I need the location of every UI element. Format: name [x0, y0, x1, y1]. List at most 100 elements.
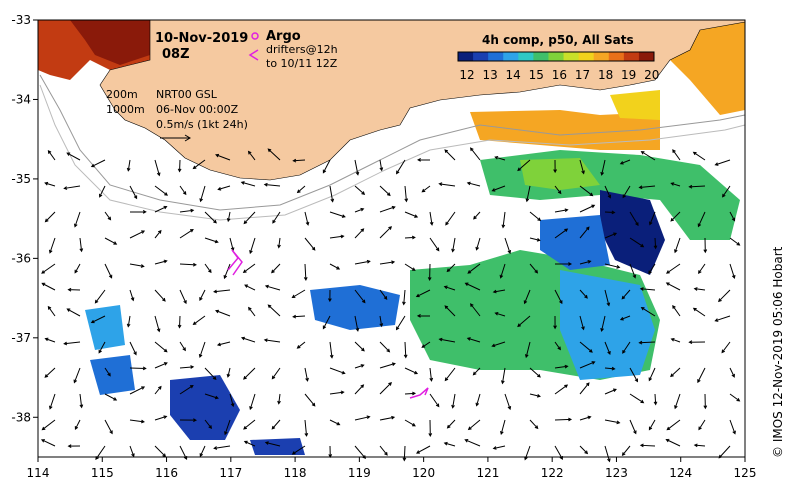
current-arrow	[444, 305, 456, 317]
current-arrow	[665, 438, 681, 447]
current-arrow	[554, 364, 569, 369]
colorbar-labels: 12 13 14 15 16 17 18 19 20	[459, 68, 659, 82]
current-arrow	[329, 341, 334, 359]
current-arrow	[421, 185, 431, 193]
current-arrow	[697, 211, 706, 228]
current-arrow	[600, 159, 606, 176]
current-arrow	[729, 263, 736, 279]
current-arrow	[242, 263, 256, 273]
sst-patch-sw-blue	[170, 375, 240, 440]
x-tick-label: 122	[541, 466, 564, 480]
current-arrow	[277, 393, 281, 405]
current-arrow	[379, 382, 392, 395]
current-arrow	[41, 263, 56, 274]
current-arrow	[417, 158, 431, 162]
current-arrow	[729, 419, 736, 435]
current-arrow	[472, 367, 481, 376]
current-arrow	[264, 284, 281, 291]
argo-label: Argo	[266, 29, 301, 44]
y-tick-label: -36	[11, 251, 31, 265]
current-arrow	[129, 366, 147, 371]
current-arrow	[629, 367, 638, 383]
current-arrow	[629, 263, 637, 279]
current-arrow	[629, 237, 645, 248]
current-arrow	[670, 338, 681, 343]
x-tick-label: 121	[476, 466, 499, 480]
sst-patch-eddy-blue	[560, 270, 655, 380]
colorbar-swatch	[578, 52, 595, 61]
current-arrow	[177, 315, 182, 329]
current-arrow	[204, 211, 217, 224]
current-arrow	[271, 263, 281, 274]
current-arrow	[554, 262, 573, 266]
current-arrow	[494, 311, 506, 317]
drifters-to-label: to 10/11 12Z	[266, 57, 338, 70]
current-arrow	[703, 393, 708, 410]
current-arrow	[354, 415, 371, 421]
y-tick-label: -33	[11, 13, 31, 27]
current-arrow	[554, 289, 563, 305]
colorbar-swatch	[503, 52, 519, 61]
y-tick-label: -34	[11, 92, 31, 106]
current-arrow	[379, 445, 388, 456]
current-arrow	[499, 263, 506, 279]
current-arrow	[653, 393, 658, 406]
current-arrow	[204, 393, 219, 400]
current-arrow	[179, 418, 197, 423]
current-arrow	[464, 439, 481, 447]
current-arrow	[524, 341, 531, 359]
x-tick-label: 115	[91, 466, 114, 480]
current-arrow	[443, 285, 456, 291]
x-tick-label: 125	[734, 466, 757, 480]
current-arrow	[244, 284, 256, 291]
colorbar-swatch	[518, 52, 534, 61]
current-arrow	[469, 303, 481, 317]
current-arrow	[517, 315, 531, 328]
drifter-track-2	[409, 387, 429, 399]
current-arrow	[329, 211, 346, 218]
current-arrow	[204, 367, 217, 381]
current-arrow	[692, 151, 706, 161]
current-arrow	[249, 393, 256, 411]
current-arrow	[248, 306, 256, 317]
current-arrow	[640, 151, 656, 161]
sst-patch-lightgreen	[520, 158, 600, 190]
x-tick-label: 118	[284, 466, 307, 480]
current-arrow	[395, 315, 406, 331]
current-arrow	[670, 182, 681, 187]
current-arrow	[41, 419, 56, 431]
current-arrow	[621, 445, 631, 456]
current-arrow	[104, 263, 113, 279]
current-arrow	[73, 211, 81, 228]
current-arrow	[604, 263, 621, 269]
current-arrow	[404, 235, 416, 240]
current-arrow	[44, 367, 56, 378]
current-arrow	[126, 159, 131, 172]
colorbar-swatch	[533, 52, 549, 61]
current-arrow	[271, 419, 281, 430]
current-arrow	[104, 367, 111, 377]
current-arrow	[619, 159, 631, 165]
current-arrow	[126, 315, 131, 328]
current-arrow	[404, 211, 419, 218]
current-arrow	[446, 263, 456, 273]
colorbar-swatch	[458, 52, 474, 61]
current-arrow	[396, 159, 406, 175]
current-arrow	[629, 419, 637, 435]
current-arrow	[129, 445, 135, 458]
current-arrow	[292, 158, 306, 163]
current-arrow	[639, 443, 656, 448]
colorbar-swatch	[548, 52, 565, 61]
current-arrow	[154, 289, 166, 302]
colorbar-swatch	[473, 52, 489, 61]
current-arrow	[354, 289, 366, 304]
current-arrow	[177, 159, 182, 173]
current-arrow	[494, 155, 506, 161]
current-arrow	[444, 149, 456, 161]
current-arrow	[199, 185, 206, 203]
current-arrow	[104, 419, 113, 435]
current-arrow	[40, 439, 56, 447]
colorbar-swatch	[563, 52, 580, 61]
x-tick-label: 117	[219, 466, 242, 480]
current-arrow	[291, 289, 306, 299]
